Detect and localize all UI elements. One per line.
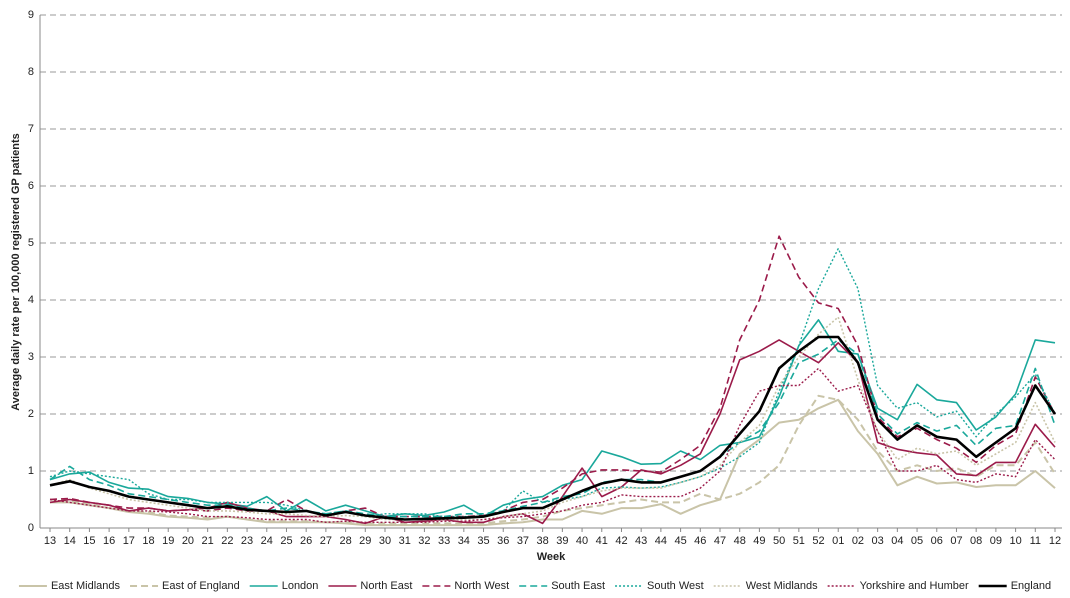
y-tick-label: 0 — [28, 522, 34, 534]
legend-label: Yorkshire and Humber — [860, 580, 969, 592]
x-tick-label: 12 — [1049, 535, 1061, 547]
x-tick-label: 23 — [241, 535, 253, 547]
y-tick-label: 7 — [28, 123, 34, 135]
x-tick-label: 10 — [1009, 535, 1021, 547]
x-tick-label: 18 — [142, 535, 154, 547]
x-tick-label: 26 — [300, 535, 312, 547]
legend-label: South West — [647, 580, 704, 592]
legend: East Midlands East of England London North … — [18, 580, 1051, 592]
series-line — [49, 235, 1056, 518]
legend-label: East Midlands — [51, 580, 121, 592]
x-tick-label: 03 — [872, 535, 884, 547]
x-tick-label: 31 — [399, 535, 411, 547]
series-line — [49, 339, 1056, 525]
x-tick-label: 51 — [793, 535, 805, 547]
legend-label: East of England — [162, 580, 240, 592]
x-tick-label: 43 — [635, 535, 647, 547]
x-tick-label: 07 — [950, 535, 962, 547]
x-tick-label: 42 — [615, 535, 627, 547]
legend-label: North East — [360, 580, 412, 592]
x-tick-label: 04 — [891, 535, 903, 547]
x-tick-label: 08 — [970, 535, 982, 547]
series-line — [49, 248, 1056, 518]
x-tick-label: 52 — [812, 535, 824, 547]
x-tick-label: 25 — [280, 535, 292, 547]
legend-label: London — [282, 580, 319, 592]
legend-label: North West — [454, 580, 509, 592]
x-tick-label: 49 — [753, 535, 765, 547]
x-tick-label: 47 — [714, 535, 726, 547]
series-line — [49, 319, 1056, 518]
x-tick-label: 19 — [162, 535, 174, 547]
legend-label: South East — [551, 580, 605, 592]
legend-label: West Midlands — [746, 580, 818, 592]
x-tick-label: 30 — [379, 535, 391, 547]
x-tick-label: 44 — [655, 535, 667, 547]
x-tick-label: 24 — [261, 535, 273, 547]
x-tick-label: 02 — [852, 535, 864, 547]
series-line — [49, 339, 1056, 518]
x-tick-label: 38 — [537, 535, 549, 547]
legend-label: England — [1011, 580, 1051, 592]
x-tick-label: 11 — [1030, 535, 1041, 547]
x-tick-label: 39 — [556, 535, 568, 547]
y-axis-title: Average daily rate per 100,000 registere… — [10, 133, 22, 411]
x-tick-label: 22 — [221, 535, 233, 547]
x-tick-label: 32 — [418, 535, 430, 547]
y-tick-label: 6 — [28, 180, 34, 192]
y-tick-label: 9 — [28, 9, 34, 21]
x-tick-label: 09 — [990, 535, 1002, 547]
x-tick-label: 35 — [477, 535, 489, 547]
y-tick-label: 8 — [28, 66, 34, 78]
x-axis-title: Week — [537, 551, 566, 563]
x-tick-label: 05 — [911, 535, 923, 547]
y-tick-label: 3 — [28, 351, 34, 363]
series-line — [49, 367, 1056, 523]
y-tick-label: 4 — [28, 294, 34, 306]
x-tick-label: 50 — [773, 535, 785, 547]
x-tick-label: 36 — [497, 535, 509, 547]
x-tick-label: 29 — [359, 535, 371, 547]
x-tick-label: 13 — [44, 535, 56, 547]
series-line — [49, 316, 1056, 521]
x-tick-label: 45 — [674, 535, 686, 547]
x-tick-label: 17 — [123, 535, 135, 547]
x-tick-label: 48 — [734, 535, 746, 547]
x-tick-label: 41 — [596, 535, 608, 547]
x-tick-label: 14 — [64, 535, 76, 547]
x-tick-label: 06 — [931, 535, 943, 547]
y-tick-label: 1 — [28, 465, 34, 477]
x-tick-label: 21 — [202, 535, 214, 547]
x-tick-label: 37 — [517, 535, 529, 547]
x-tick-label: 01 — [832, 535, 844, 547]
x-tick-label: 20 — [182, 535, 194, 547]
x-tick-label: 40 — [576, 535, 588, 547]
x-tick-label: 27 — [320, 535, 332, 547]
y-tick-label: 5 — [28, 237, 34, 249]
x-tick-label: 28 — [339, 535, 351, 547]
x-tick-label: 34 — [458, 535, 470, 547]
y-tick-label: 2 — [28, 408, 34, 420]
x-tick-label: 46 — [694, 535, 706, 547]
x-tick-label: 16 — [103, 535, 115, 547]
x-tick-label: 33 — [438, 535, 450, 547]
series-line — [49, 335, 1057, 521]
x-tick-label: 15 — [83, 535, 95, 547]
